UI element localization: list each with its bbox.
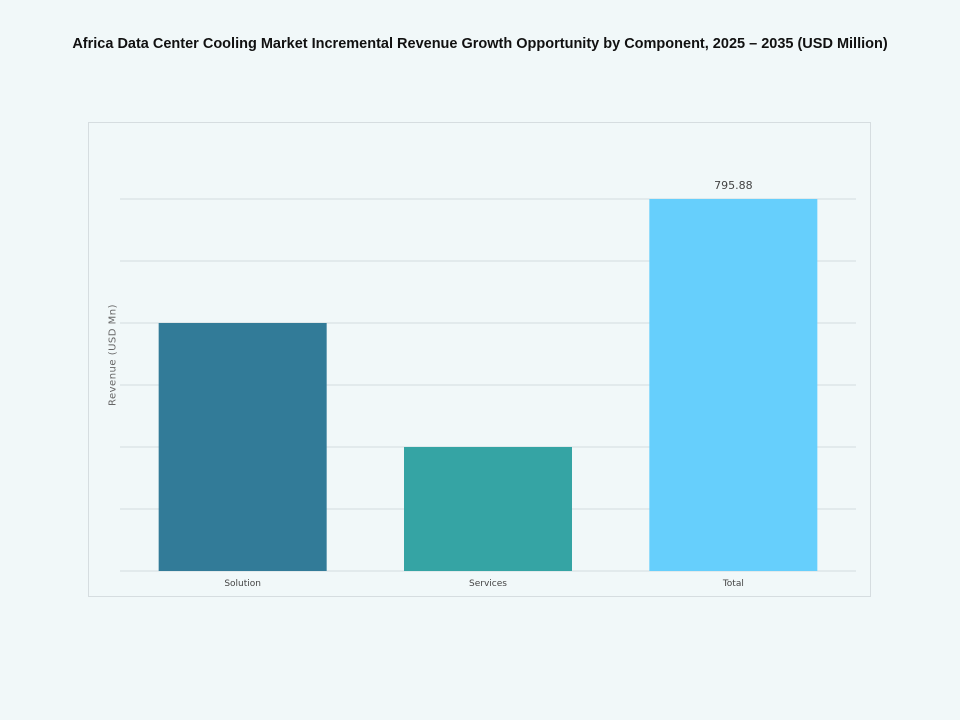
- plot-frame: [88, 122, 871, 597]
- chart-title: Africa Data Center Cooling Market Increm…: [72, 36, 888, 52]
- bar-total: [649, 198, 818, 571]
- x-tick-label: Total: [722, 579, 744, 589]
- bar-solution: [158, 322, 327, 571]
- data-label: 795.88: [714, 179, 753, 192]
- x-tick-label: Services: [469, 579, 507, 589]
- x-tick-label: Solution: [224, 579, 261, 589]
- bar-services: [404, 446, 572, 571]
